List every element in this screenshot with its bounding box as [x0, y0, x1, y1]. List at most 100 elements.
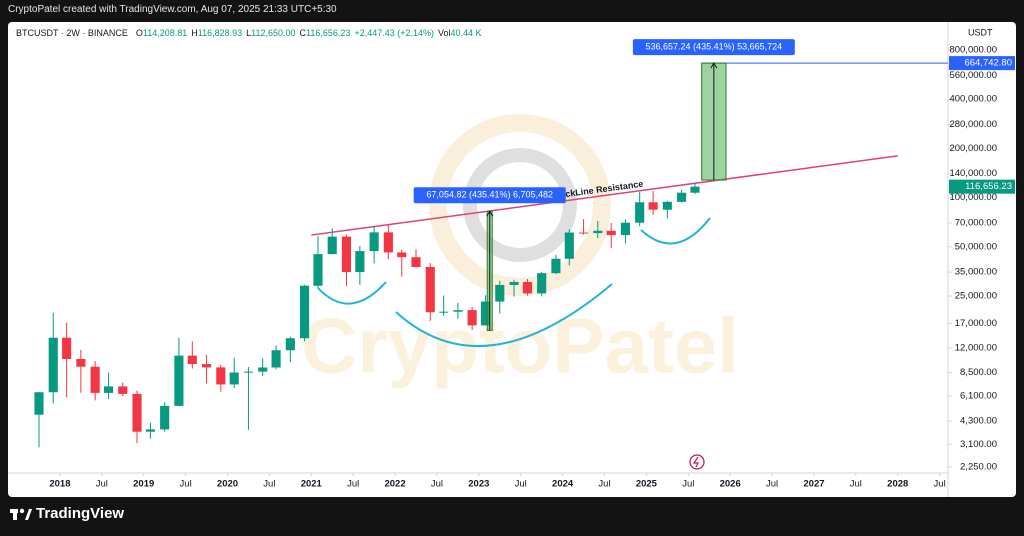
candle-body: [327, 236, 337, 255]
ohlc-value: 116,656.23: [306, 28, 351, 38]
x-tick-label: 2024: [552, 479, 574, 490]
x-tick-label: 2025: [636, 479, 658, 490]
candle-body: [648, 202, 658, 210]
watermark-logo: [429, 114, 611, 296]
ohlc-key: C: [299, 28, 307, 38]
candle-body: [383, 232, 393, 253]
candle-body: [593, 230, 603, 234]
x-tick-label: Jul: [180, 479, 192, 490]
x-tick-label: 2022: [384, 479, 405, 490]
measure-label-box: [632, 39, 795, 56]
target-price-label: 664,742.80: [964, 58, 1012, 69]
candle-body: [216, 367, 226, 385]
credit: CryptoPatel created with TradingView.com…: [8, 4, 337, 15]
watermark: CryptoPatel: [301, 302, 739, 390]
x-tick-label: Jul: [263, 479, 275, 490]
target-price-tag: [949, 56, 1015, 71]
candle-body: [606, 230, 616, 236]
last-price-tag: [949, 179, 1015, 194]
candle-body: [174, 355, 184, 406]
ohlc-value: 112,650.00: [251, 28, 296, 38]
candle-body: [453, 310, 463, 312]
y-tick-label: 100,000.00: [949, 192, 997, 203]
candle-body: [187, 355, 197, 365]
chart-panel: [8, 22, 1016, 497]
handle-curve: [317, 281, 387, 305]
x-tick-label: Jul: [515, 479, 527, 490]
candle-body: [258, 367, 268, 372]
measure-label: 536,657.24 (435.41%) 53,665,724: [646, 41, 783, 51]
candle-body: [425, 266, 435, 313]
x-tick-label: Jul: [850, 479, 862, 490]
candle-body: [145, 429, 155, 432]
candle-body: [285, 338, 295, 351]
candle-body: [62, 337, 72, 359]
x-tick-label: Jul: [682, 479, 694, 490]
candle-body: [677, 192, 687, 202]
y-tick-label: 2,250.00: [960, 462, 997, 473]
x-tick-label: Jul: [766, 479, 778, 490]
candle-body: [411, 257, 421, 267]
x-tick-label: Jul: [598, 479, 610, 490]
candle-body: [579, 232, 589, 234]
y-tick-label: 35,000.00: [955, 267, 997, 278]
measure-label-box: [413, 187, 566, 204]
candle-body: [355, 251, 365, 273]
measure-label: 67,054.82 (435.41%) 6,705,482: [426, 190, 553, 200]
event-icon[interactable]: [689, 454, 705, 470]
candle-body: [229, 372, 239, 385]
candle-body: [551, 258, 561, 274]
candle-body: [90, 366, 100, 393]
x-tick-label: 2026: [720, 479, 741, 490]
y-axis-label: USDT: [968, 27, 993, 37]
candle-body: [313, 254, 323, 286]
candle-body: [243, 371, 254, 373]
y-tick-label: 400,000.00: [949, 94, 997, 105]
ohlc-value: 116,828.93: [197, 28, 243, 38]
y-tick-label: 50,000.00: [955, 241, 997, 252]
candle-body: [564, 232, 574, 259]
handle-curve: [640, 217, 711, 245]
candle-body: [480, 301, 491, 326]
y-tick-label: 280,000.00: [949, 119, 997, 130]
y-tick-label: 6,100.00: [960, 391, 997, 402]
x-tick-label: Jul: [347, 479, 359, 490]
candle-body: [103, 386, 114, 393]
x-tick-label: 2020: [217, 479, 238, 490]
y-tick-label: 4,300.00: [960, 416, 997, 427]
candle-body: [118, 386, 128, 394]
x-tick-label: Jul: [96, 479, 108, 490]
candles: [34, 182, 700, 448]
brand-logo: [10, 508, 32, 520]
candle-body: [439, 311, 449, 313]
x-tick-label: 2019: [133, 479, 154, 490]
volume: 40.44 K: [450, 28, 482, 38]
ohlc-value: 114,208.81: [142, 28, 188, 38]
y-tick-label: 800,000.00: [949, 44, 997, 55]
candle-body: [662, 201, 672, 210]
x-tick-label: 2018: [49, 479, 70, 490]
brand: TradingView: [36, 505, 125, 522]
y-tick-label: 560,000.00: [949, 70, 997, 81]
candle-body: [467, 310, 477, 326]
ohlc-key: L: [246, 28, 252, 38]
y-tick-label: 25,000.00: [955, 291, 997, 302]
candle-body: [620, 222, 631, 236]
event-icon-bolt: [692, 456, 699, 468]
candle-body: [509, 281, 519, 285]
volume-key: Vol: [438, 28, 451, 38]
x-tick-label: 2021: [301, 479, 323, 490]
candle-body: [132, 393, 142, 432]
candle-body: [495, 284, 505, 302]
candle-body: [201, 364, 212, 368]
cup-curve: [395, 283, 613, 348]
candle-body: [369, 232, 379, 252]
candle-body: [76, 358, 86, 367]
y-tick-label: 12,000.00: [955, 343, 997, 354]
y-tick-label: 17,000.00: [955, 318, 997, 329]
x-tick-label: Jul: [934, 479, 946, 490]
candle-body: [397, 252, 407, 258]
candle-body: [522, 281, 532, 294]
neckline: [311, 155, 898, 236]
x-tick-label: Jul: [431, 479, 443, 490]
